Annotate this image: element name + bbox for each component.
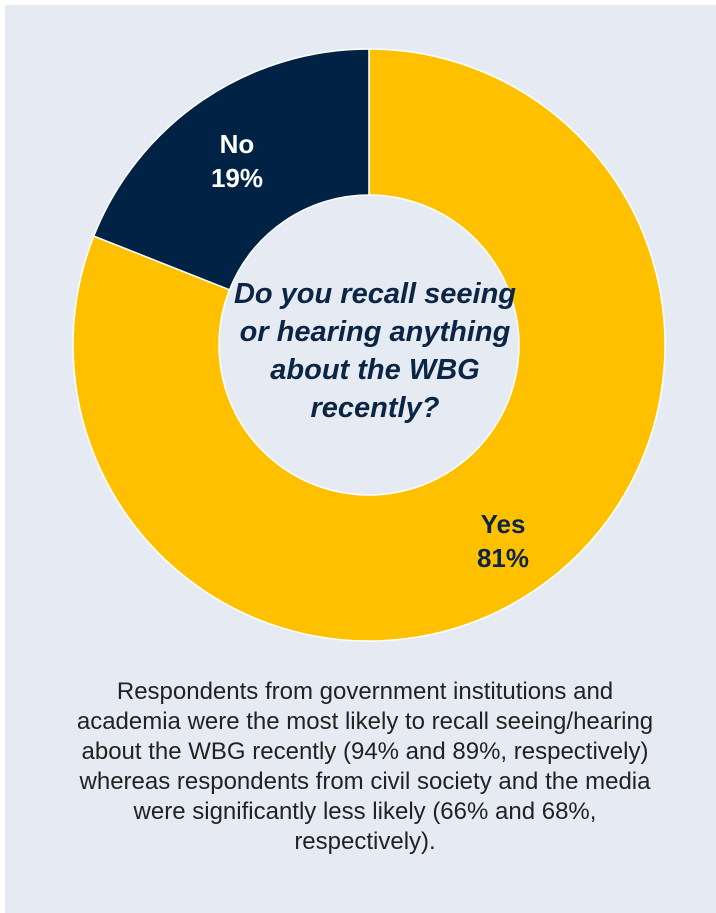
donut-chart: Yes 81% No 19% [72, 48, 666, 642]
slice-label-no: No [220, 129, 255, 159]
slice-label-yes: Yes [481, 509, 526, 539]
donut-center-question: Do you recall seeing or hearing anything… [233, 278, 517, 424]
donut-slice-yes [72, 48, 666, 642]
donut-slice-no [92, 48, 370, 291]
chart-caption: Respondents from government institutions… [76, 678, 654, 855]
slice-value-no: 19% [211, 163, 263, 193]
chart-panel: Yes 81% No 19% Do you recall seeing or hear… [5, 5, 716, 913]
slice-value-yes: 81% [477, 543, 529, 573]
